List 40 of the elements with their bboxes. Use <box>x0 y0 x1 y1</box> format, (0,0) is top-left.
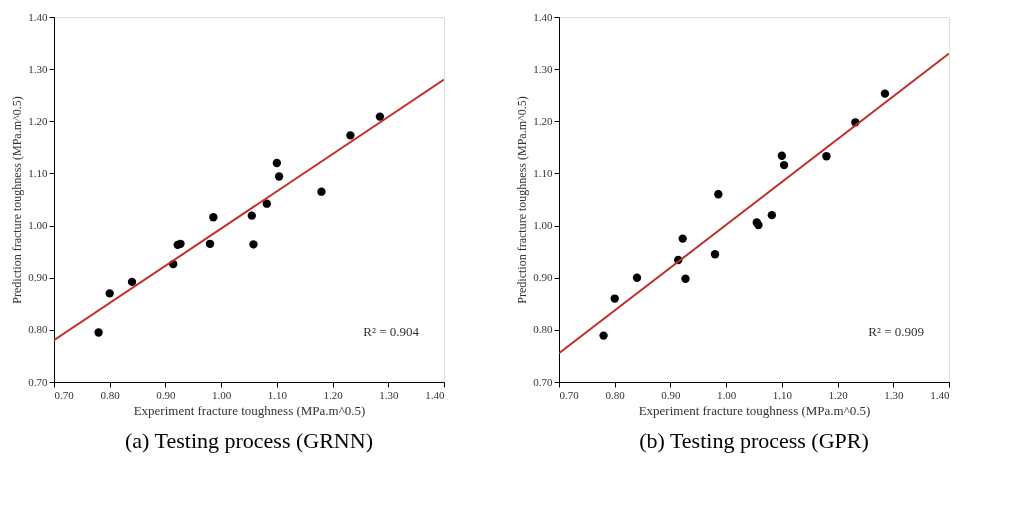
x-tick-label: 1.00 <box>212 388 232 401</box>
x-axis-title: Experiment fracture toughness (MPa.m^0.5) <box>133 402 366 418</box>
x-tick-label: 0.90 <box>156 388 177 401</box>
y-tick-label: 1.30 <box>28 62 48 75</box>
x-tick-label: 1.00 <box>717 388 737 401</box>
text: (a) Testing process (GRNN) <box>125 428 373 453</box>
y-tick-label: 1.20 <box>533 114 553 127</box>
annotation: R² = 0.909 <box>868 324 924 339</box>
x-axis-title: Experiment fracture toughness (MPa.m^0.5) <box>638 402 871 418</box>
x-tick-label: 0.80 <box>605 388 626 401</box>
y-tick-label: 0.80 <box>28 323 48 336</box>
x-tick-label: 1.40 <box>930 388 950 401</box>
x-tick-label: 0.90 <box>661 388 682 401</box>
x-tick-label: 0.80 <box>100 388 121 401</box>
x-tick-label: 1.20 <box>828 388 849 401</box>
annotation: R² = 0.904 <box>363 324 420 339</box>
y-axis-title: Prediction fracture toughness (MPa.m^0.5) <box>10 96 25 304</box>
y-tick-label: 1.10 <box>533 166 553 179</box>
x-tick-label: 1.20 <box>323 388 344 401</box>
y-tick-label: 0.70 <box>533 375 553 388</box>
y-tick-label: 1.30 <box>533 62 553 75</box>
x-tick-label: 1.30 <box>379 388 399 401</box>
x-tick-label: 1.10 <box>772 388 793 401</box>
y-tick-label: 1.40 <box>533 10 553 23</box>
y-tick-label: 0.70 <box>28 375 48 388</box>
x-tick-label: 1.40 <box>425 388 445 401</box>
text: (b) Testing process (GPR) <box>639 428 869 453</box>
y-tick-label: 1.40 <box>28 10 48 23</box>
x-tick-label: 0.70 <box>559 388 580 401</box>
y-tick-label: 1.10 <box>28 166 48 179</box>
y-axis-title: Prediction fracture toughness (MPa.m^0.5) <box>515 96 530 304</box>
y-tick-label: 1.20 <box>28 114 48 127</box>
x-tick-label: 1.30 <box>884 388 904 401</box>
y-tick-label: 0.80 <box>533 323 553 336</box>
x-tick-label: 1.10 <box>267 388 288 401</box>
y-tick-label: 0.90 <box>533 271 553 284</box>
y-tick-label: 0.90 <box>28 271 48 284</box>
y-tick-label: 1.00 <box>28 219 48 232</box>
y-tick-label: 1.00 <box>533 219 553 232</box>
x-tick-label: 0.70 <box>54 388 75 401</box>
